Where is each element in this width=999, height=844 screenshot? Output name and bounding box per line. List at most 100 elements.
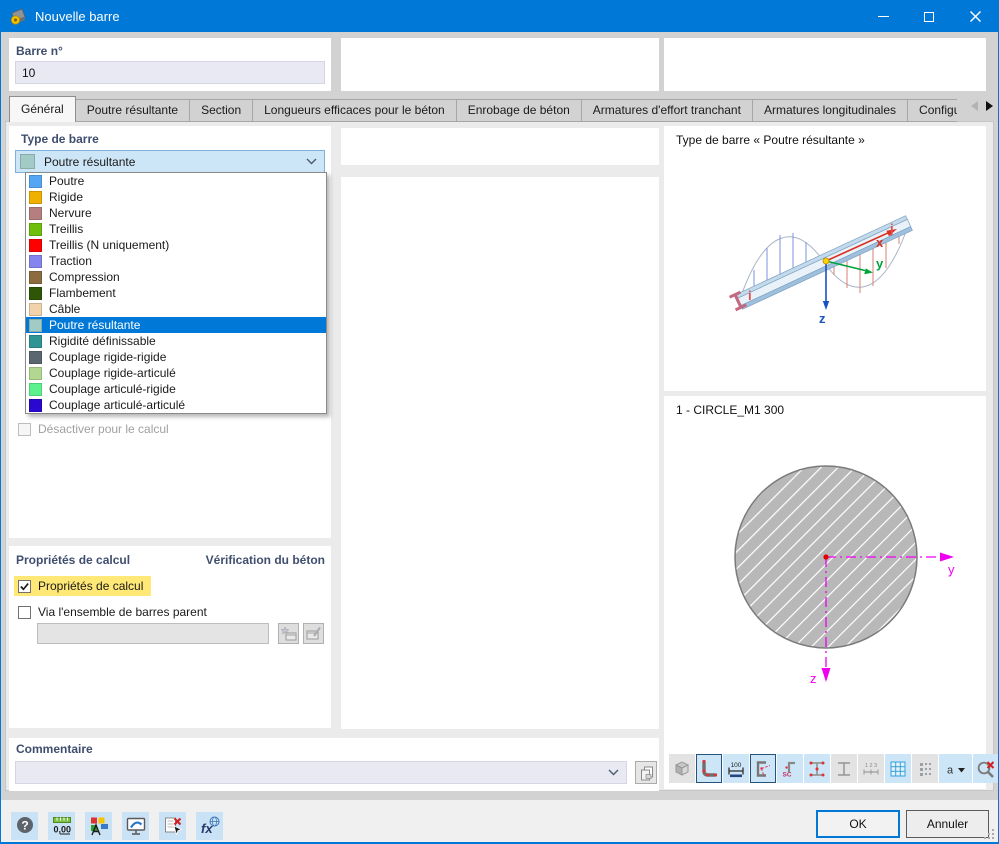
- option-flambement[interactable]: Flambement: [26, 285, 326, 301]
- middle-large-panel: [341, 177, 659, 729]
- resize-grip[interactable]: [982, 827, 994, 839]
- option-rigide[interactable]: Rigide: [26, 189, 326, 205]
- font-size-button[interactable]: a: [939, 754, 972, 783]
- units-settings-icon: 0,00: [52, 817, 71, 835]
- svg-text:SC: SC: [783, 771, 792, 778]
- option-compression[interactable]: Compression: [26, 269, 326, 285]
- edit-item-icon: [306, 626, 321, 640]
- svg-text:1 2 3: 1 2 3: [865, 763, 877, 769]
- help-icon: ?: [16, 817, 33, 833]
- grid-button[interactable]: [885, 754, 911, 783]
- numbering-button: 1 2 3: [858, 754, 884, 783]
- calc-properties-row: Propriétés de calcul: [14, 576, 152, 596]
- section-preview-toolbar: 100: [669, 754, 998, 783]
- member-type-color-swatch: [20, 154, 35, 169]
- color-swatch: [29, 366, 42, 380]
- section-axis-y-label: y: [948, 562, 955, 577]
- footer-toolbar: ? 0,00: [11, 812, 223, 840]
- parent-member-set-checkbox[interactable]: [18, 605, 31, 619]
- parent-member-set-row: Via l'ensemble de barres parent: [14, 605, 207, 619]
- principal-axes-button[interactable]: [750, 754, 776, 783]
- dimensions-icon: 100: [728, 762, 744, 777]
- calc-properties-checkbox[interactable]: [18, 579, 31, 593]
- tab-configurations[interactable]: Configurations de: [908, 99, 957, 122]
- tab-poutre-resultante[interactable]: Poutre résultante: [75, 99, 191, 122]
- grid-icon: [890, 761, 906, 776]
- section-preview-panel: 1 - CIRCLE_M1 300 y z: [664, 396, 998, 789]
- color-swatch: [29, 254, 42, 268]
- axis-z-label: z: [819, 311, 826, 326]
- display-properties-button[interactable]: [85, 812, 112, 840]
- copy-comment-button[interactable]: [635, 761, 657, 784]
- option-couplage-articule-rigide[interactable]: Couplage articulé-rigide: [26, 381, 326, 397]
- member-type-title: Type de barre: [21, 132, 99, 146]
- dialog-footer: ? 0,00: [1, 800, 998, 842]
- titlebar[interactable]: Nouvelle barre: [1, 1, 998, 32]
- tab-bar: Général Poutre résultante Section Longue…: [9, 96, 957, 122]
- render-view-icon: [674, 760, 690, 776]
- new-member-set-button: [278, 623, 299, 644]
- shear-center-button[interactable]: SC: [777, 754, 803, 783]
- color-swatch: [29, 302, 42, 316]
- stress-points-button[interactable]: [804, 754, 830, 783]
- option-treillis[interactable]: Treillis: [26, 221, 326, 237]
- comment-combobox[interactable]: [15, 761, 627, 784]
- profile-outline-button[interactable]: [696, 754, 722, 783]
- numbering-icon: 1 2 3: [863, 763, 879, 774]
- tab-scroll-right-icon[interactable]: [986, 101, 993, 111]
- dimensions-button[interactable]: 100: [723, 754, 749, 783]
- option-couplage-rigide-rigide[interactable]: Couplage rigide-rigide: [26, 349, 326, 365]
- chevron-down-icon: [608, 769, 619, 776]
- option-couplage-rigide-articule[interactable]: Couplage rigide-articulé: [26, 365, 326, 381]
- svg-text:0,00: 0,00: [53, 825, 71, 835]
- font-size-icon: a: [947, 764, 965, 776]
- option-nervure[interactable]: Nervure: [26, 205, 326, 221]
- maximize-button[interactable]: [906, 1, 952, 32]
- help-button[interactable]: ?: [11, 812, 38, 840]
- member-number-panel: Barre n°: [9, 38, 331, 91]
- copy-icon: [640, 766, 653, 780]
- tab-enrobage-beton[interactable]: Enrobage de béton: [456, 99, 582, 122]
- cancel-button[interactable]: Annuler: [906, 810, 989, 838]
- axis-x-label: x: [876, 235, 884, 250]
- tab-longueurs-efficaces[interactable]: Longueurs efficaces pour le béton: [253, 99, 457, 122]
- option-treillis-n[interactable]: Treillis (N uniquement): [26, 237, 326, 253]
- member-type-combobox[interactable]: Poutre résultante: [15, 150, 325, 173]
- member-type-preview-panel: Type de barre « Poutre résultante »: [664, 126, 986, 391]
- screen-settings-button[interactable]: [122, 812, 149, 840]
- color-swatch: [29, 222, 42, 236]
- zoom-reset-button[interactable]: [973, 754, 998, 783]
- tab-section[interactable]: Section: [190, 99, 254, 122]
- color-swatch: [29, 398, 42, 412]
- color-swatch: [29, 286, 42, 300]
- principal-axes-icon: [756, 760, 771, 777]
- color-swatch: [29, 190, 42, 204]
- delete-inputs-button[interactable]: [159, 812, 186, 840]
- tab-general[interactable]: Général: [9, 96, 76, 122]
- section-preview-title: 1 - CIRCLE_M1 300: [676, 403, 785, 417]
- checkmark-icon: [20, 582, 29, 590]
- option-traction[interactable]: Traction: [26, 253, 326, 269]
- svg-text:fx: fx: [201, 821, 213, 836]
- display-properties-icon: [90, 817, 108, 836]
- screen-settings-icon: [126, 817, 145, 835]
- formula-editor-button[interactable]: fx: [196, 812, 223, 840]
- member-type-group: Type de barre Poutre résultante Poutre R…: [9, 126, 331, 538]
- member-number-input[interactable]: [15, 61, 325, 84]
- member-type-dropdown: Poutre Rigide Nervure Treillis Treillis …: [25, 172, 327, 414]
- tab-armatures-longitudinales[interactable]: Armatures longitudinales: [752, 99, 909, 122]
- option-poutre-resultante[interactable]: Poutre résultante: [26, 317, 326, 333]
- option-cable[interactable]: Câble: [26, 301, 326, 317]
- option-rigidite-definissable[interactable]: Rigidité définissable: [26, 333, 326, 349]
- top-right-panel: [664, 38, 986, 91]
- close-button[interactable]: [952, 1, 998, 32]
- tab-armatures-effort-tranchant[interactable]: Armatures d'effort tranchant: [581, 99, 753, 122]
- minimize-button[interactable]: [860, 1, 906, 32]
- option-couplage-articule-articule[interactable]: Couplage articulé-articulé: [26, 397, 326, 413]
- units-settings-button[interactable]: 0,00: [48, 812, 75, 840]
- delete-inputs-icon: [164, 817, 182, 836]
- option-poutre[interactable]: Poutre: [26, 173, 326, 189]
- node-j-label: j: [889, 221, 894, 236]
- ok-button[interactable]: OK: [816, 810, 900, 838]
